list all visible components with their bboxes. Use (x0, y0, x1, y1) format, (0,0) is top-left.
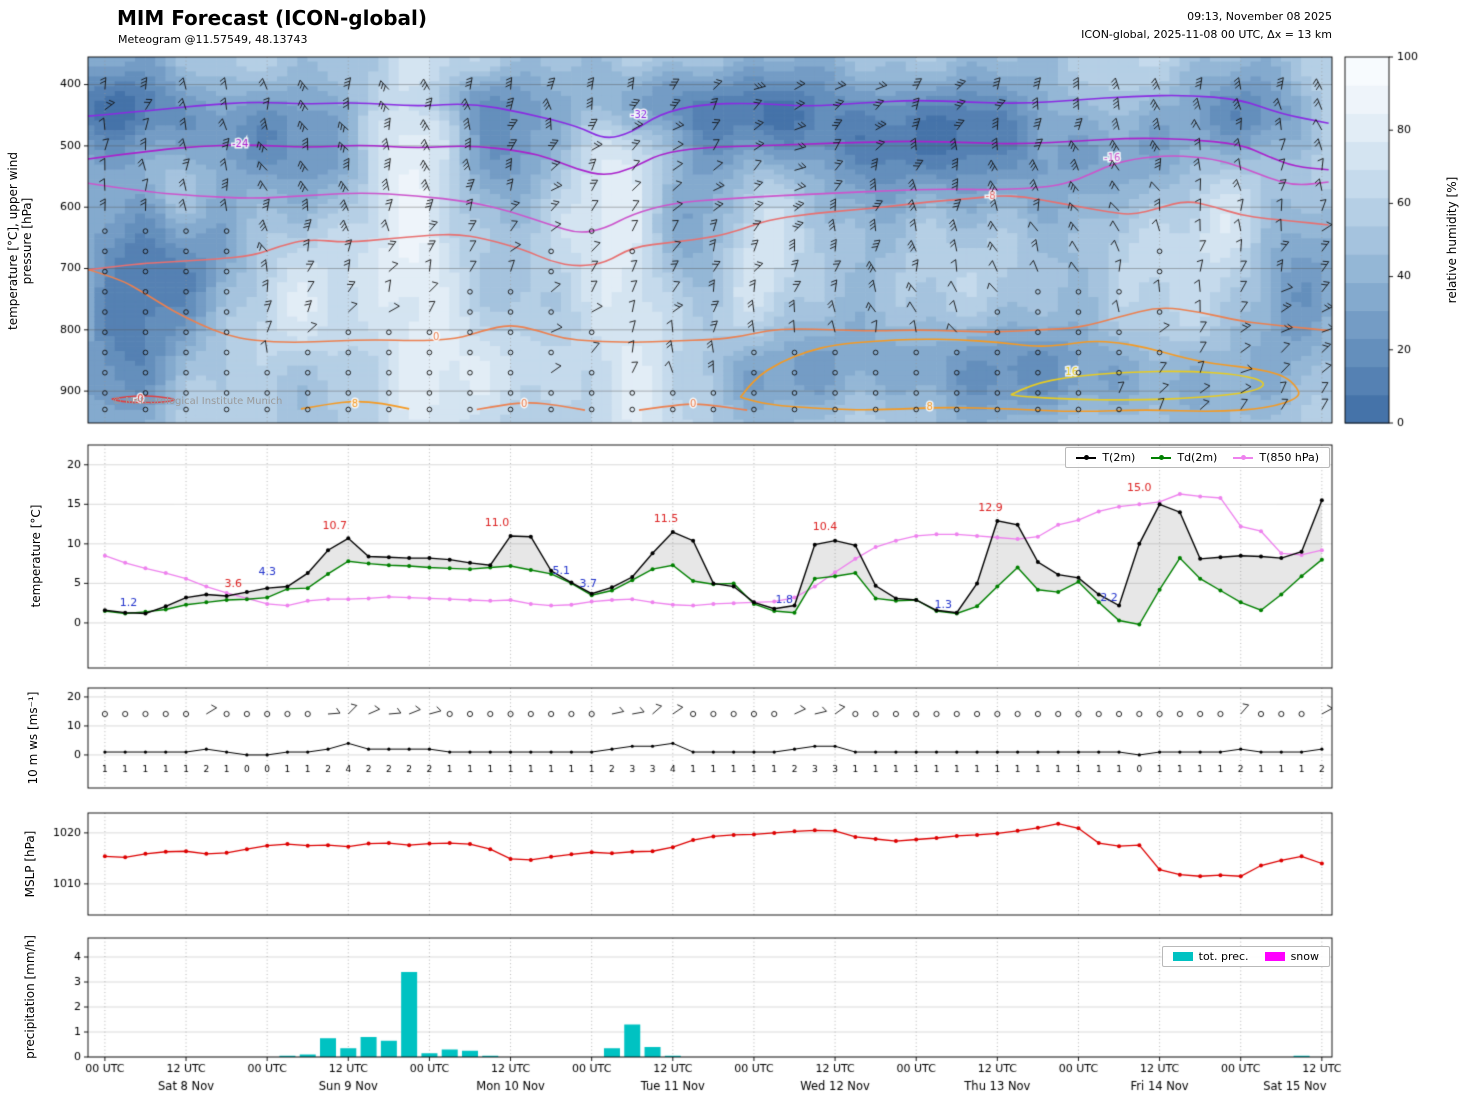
precipitation-ylabel: precipitation [mm/h] (23, 935, 37, 1059)
subtitle-coordinates: Meteogram @11.57549, 48.13743 (118, 33, 308, 46)
legend-label: Td(2m) (1177, 451, 1218, 464)
upper-panel-ylabel-line2: pressure [hPa] (20, 197, 34, 285)
legend-item-t-850-hpa-: T(850 hPa) (1233, 451, 1319, 464)
creation-timestamp: 09:13, November 08 2025 (1187, 10, 1332, 23)
legend-swatch (1172, 952, 1193, 961)
upper-panel-ylabel-line1: temperature [°C], upper wind (6, 152, 20, 330)
temperature-legend: T(2m) Td(2m) T(850 hPa) (1065, 447, 1330, 468)
legend-item-tot-prec-: tot. prec. (1172, 950, 1249, 963)
legend-swatch (1233, 454, 1254, 460)
model-run-info: ICON-global, 2025-11-08 00 UTC, Δx = 13 … (1081, 28, 1332, 41)
legend-swatch (1264, 952, 1285, 961)
page-title: MIM Forecast (ICON-global) (117, 6, 428, 30)
legend-label: T(2m) (1102, 451, 1136, 464)
colorbar-label: relative humidity [%] (1445, 176, 1459, 304)
legend-item-snow: snow (1264, 950, 1319, 963)
precipitation-legend: tot. prec. snow (1161, 946, 1330, 967)
upper-panel-ylabel: temperature [°C], upper wind pressure [h… (6, 91, 34, 391)
copyright-notice: © Meteorological Institute Munich (112, 396, 283, 407)
legend-item-td-2m-: Td(2m) (1151, 451, 1217, 464)
legend-label: snow (1290, 950, 1319, 963)
legend-swatch (1151, 454, 1172, 460)
legend-item-t-2m-: T(2m) (1076, 451, 1135, 464)
legend-label: tot. prec. (1198, 950, 1249, 963)
legend-swatch (1076, 454, 1097, 460)
legend-label: T(850 hPa) (1259, 451, 1319, 464)
